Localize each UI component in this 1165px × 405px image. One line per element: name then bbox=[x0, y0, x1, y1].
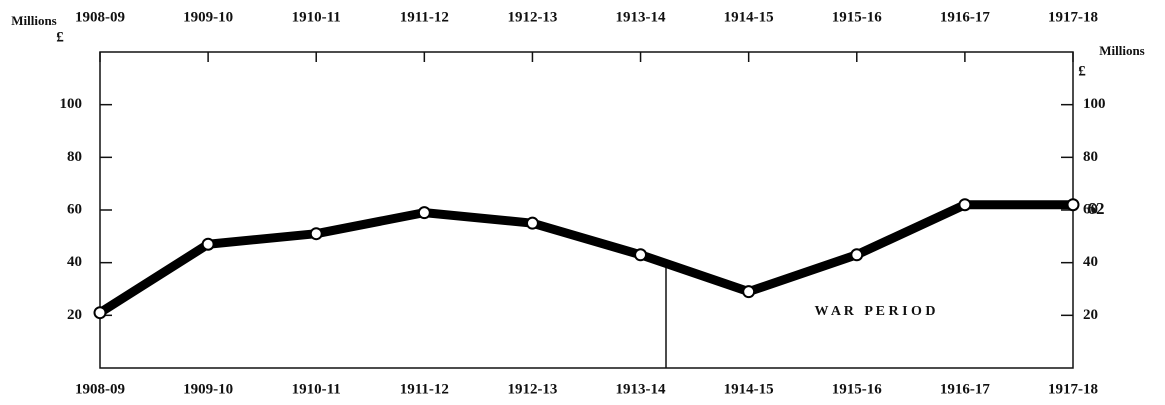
x-top-label: 1908-09 bbox=[75, 9, 125, 25]
war-period-label: W A R P E R I O D bbox=[814, 304, 935, 319]
y2-tick-label: 100 bbox=[1083, 96, 1106, 112]
y-tick-label: 40 bbox=[67, 254, 82, 270]
x-bottom-label: 1915-16 bbox=[832, 381, 882, 397]
x-bottom-label: 1908-09 bbox=[75, 381, 125, 397]
data-point bbox=[958, 198, 972, 212]
data-point bbox=[309, 227, 323, 241]
y2-tick-label: 80 bbox=[1083, 149, 1098, 165]
y-tick-label: 80 bbox=[67, 149, 82, 165]
y-axis-unit: £ bbox=[56, 29, 64, 45]
y-axis-label: Millions bbox=[11, 13, 57, 28]
y2-axis-unit: £ bbox=[1078, 63, 1086, 79]
y-tick-label: 100 bbox=[60, 96, 83, 112]
x-bottom-label: 1914-15 bbox=[724, 381, 774, 397]
data-point bbox=[634, 248, 648, 262]
x-bottom-label: 1916-17 bbox=[940, 381, 990, 397]
x-top-label: 1913-14 bbox=[616, 9, 666, 25]
x-top-label: 1916-17 bbox=[940, 9, 990, 25]
x-top-label: 1917-18 bbox=[1048, 9, 1098, 25]
x-bottom-label: 1909-10 bbox=[183, 381, 233, 397]
data-point bbox=[850, 248, 864, 262]
data-point bbox=[417, 206, 431, 220]
x-bottom-label: 1911-12 bbox=[400, 381, 449, 397]
y2-tick-label: 60 bbox=[1083, 201, 1098, 217]
y2-tick-label: 20 bbox=[1083, 307, 1098, 323]
x-top-label: 1912-13 bbox=[507, 9, 557, 25]
y-tick-label: 20 bbox=[67, 307, 82, 323]
series-line bbox=[97, 200, 1073, 317]
data-point bbox=[93, 306, 107, 320]
x-top-label: 1915-16 bbox=[832, 9, 882, 25]
x-bottom-label: 1912-13 bbox=[507, 381, 557, 397]
end-value-label: 62 bbox=[1088, 199, 1105, 218]
y2-tick-label: 40 bbox=[1083, 254, 1098, 270]
x-top-label: 1911-12 bbox=[400, 9, 449, 25]
plot-frame bbox=[99, 51, 1074, 369]
x-top-label: 1910-11 bbox=[292, 9, 341, 25]
x-bottom-label: 1917-18 bbox=[1048, 381, 1098, 397]
data-point bbox=[525, 216, 539, 230]
x-bottom-label: 1913-14 bbox=[616, 381, 666, 397]
x-top-label: 1914-15 bbox=[724, 9, 774, 25]
x-top-label: 1909-10 bbox=[183, 9, 233, 25]
data-point bbox=[1066, 198, 1080, 212]
x-bottom-label: 1910-11 bbox=[292, 381, 341, 397]
y2-axis-label: Millions bbox=[1099, 43, 1145, 58]
data-point bbox=[201, 237, 215, 251]
y-tick-label: 60 bbox=[67, 201, 82, 217]
data-point bbox=[742, 285, 756, 299]
